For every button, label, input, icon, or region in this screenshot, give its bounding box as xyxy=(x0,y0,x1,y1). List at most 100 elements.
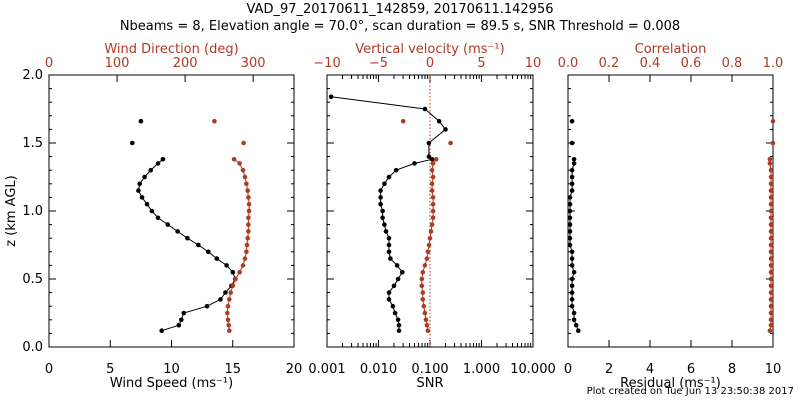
wind-speed-point xyxy=(214,256,220,261)
top-x-tick-label: 200 xyxy=(173,56,198,71)
top-x-tick-label: 0.8 xyxy=(722,56,743,71)
vertical-velocity-point xyxy=(420,290,426,295)
wind-direction-point xyxy=(246,215,251,221)
correlation-point xyxy=(768,269,774,275)
wind-speed-point xyxy=(155,215,161,221)
residual-point xyxy=(567,215,573,221)
snr-point xyxy=(386,249,392,255)
wind-direction-point xyxy=(240,263,246,268)
snr-point xyxy=(378,201,383,207)
top-x-tick-label: 300 xyxy=(241,56,266,71)
wind-direction-point xyxy=(237,269,242,275)
top-x-tick-label: 0.4 xyxy=(640,56,661,71)
vertical-velocity-point xyxy=(429,167,435,173)
wind-direction-point xyxy=(227,297,232,302)
wind-direction-point xyxy=(246,222,251,227)
x-tick-label: 15 xyxy=(224,362,241,377)
correlation-point xyxy=(768,181,774,187)
wind-direction-point xyxy=(225,310,230,316)
correlation-point xyxy=(768,222,774,227)
snr-point xyxy=(412,161,417,166)
top-x-tick-label: 100 xyxy=(105,56,130,71)
correlation-point xyxy=(768,188,774,193)
wind-speed-point xyxy=(159,328,164,334)
residual-point xyxy=(571,161,577,166)
residual-point xyxy=(571,310,577,316)
snr-point xyxy=(426,140,432,146)
wind-speed-point xyxy=(142,174,147,180)
vertical-velocity-point xyxy=(430,161,436,166)
wind-direction-point xyxy=(225,303,231,309)
snr-point xyxy=(395,317,401,323)
residual-point xyxy=(569,297,575,302)
wind-direction-point xyxy=(233,276,238,282)
x-tick-label: 0.001 xyxy=(308,362,345,377)
snr-point xyxy=(390,303,396,309)
snr-point xyxy=(378,188,383,193)
x-tick-label: 6 xyxy=(687,362,695,377)
snr-point xyxy=(382,181,387,187)
vertical-velocity-point xyxy=(430,174,436,180)
wind-speed-point xyxy=(179,317,184,323)
correlation-point xyxy=(768,201,774,207)
correlation-point xyxy=(768,235,774,241)
wind-direction-point xyxy=(212,118,217,124)
residual-point xyxy=(569,263,575,268)
correlation-point xyxy=(768,290,774,295)
snr-point xyxy=(382,222,387,227)
correlation-point xyxy=(768,317,774,323)
y-tick-label: 2.0 xyxy=(22,68,43,83)
wind-speed-point xyxy=(185,235,190,241)
top-x-tick-label: 0.6 xyxy=(681,56,702,71)
correlation-point xyxy=(768,242,774,248)
wind-speed-point xyxy=(181,310,187,316)
wind-speed-point xyxy=(206,249,211,255)
vertical-velocity-point xyxy=(428,229,434,234)
vertical-velocity-point xyxy=(433,157,439,162)
residual-point xyxy=(567,242,573,248)
top-x-axis-label: Correlation xyxy=(635,42,707,57)
wind-direction-point xyxy=(244,249,249,255)
correlation-point xyxy=(768,322,774,328)
correlation-point xyxy=(768,215,774,221)
wind-speed-point xyxy=(139,195,145,200)
correlation-point xyxy=(767,161,773,166)
vertical-velocity-point xyxy=(430,201,436,207)
x-tick-label: 4 xyxy=(646,362,654,377)
vertical-velocity-point xyxy=(424,322,430,328)
chart-subtitle: Nbeams = 8, Elevation angle = 70.0°, sca… xyxy=(119,19,681,34)
correlation-point xyxy=(770,118,776,124)
chart-title: VAD_97_20170611_142859, 20170611.142956 xyxy=(246,2,554,17)
residual-point xyxy=(571,317,577,323)
correlation-point xyxy=(768,310,774,316)
wind-direction-point xyxy=(246,208,252,214)
vertical-velocity-point xyxy=(425,328,431,334)
wind-speed-point xyxy=(160,157,166,162)
wind-speed-point xyxy=(230,269,236,275)
wind-direction-point xyxy=(227,328,232,334)
vertical-velocity-point xyxy=(448,140,453,146)
vertical-velocity-point xyxy=(419,276,425,282)
snr-point xyxy=(436,118,442,124)
top-x-tick-label: 5 xyxy=(477,56,485,71)
y-tick-label: 1.0 xyxy=(22,204,43,219)
residual-point xyxy=(571,157,577,162)
top-x-tick-label: 1.0 xyxy=(763,56,784,71)
wind-direction-point xyxy=(241,140,246,146)
wind-direction-point xyxy=(228,290,233,295)
top-x-tick-label: −5 xyxy=(369,56,388,71)
wind-speed-point xyxy=(138,118,144,124)
residual-point xyxy=(569,249,575,255)
snr-point xyxy=(396,322,402,328)
wind-speed-point xyxy=(165,222,171,227)
vertical-velocity-point xyxy=(430,215,436,221)
x-tick-label: 0.100 xyxy=(411,362,448,377)
snr-point xyxy=(443,127,448,132)
vertical-velocity-point xyxy=(419,283,425,289)
snr-line xyxy=(331,96,447,331)
vertical-velocity-point xyxy=(430,208,436,214)
correlation-point xyxy=(768,249,774,255)
plot-credit: Plot created on Tue Jun 13 23:50:38 2017 xyxy=(586,386,794,397)
x-axis-label: SNR xyxy=(416,376,443,391)
wind-speed-point xyxy=(223,290,228,295)
